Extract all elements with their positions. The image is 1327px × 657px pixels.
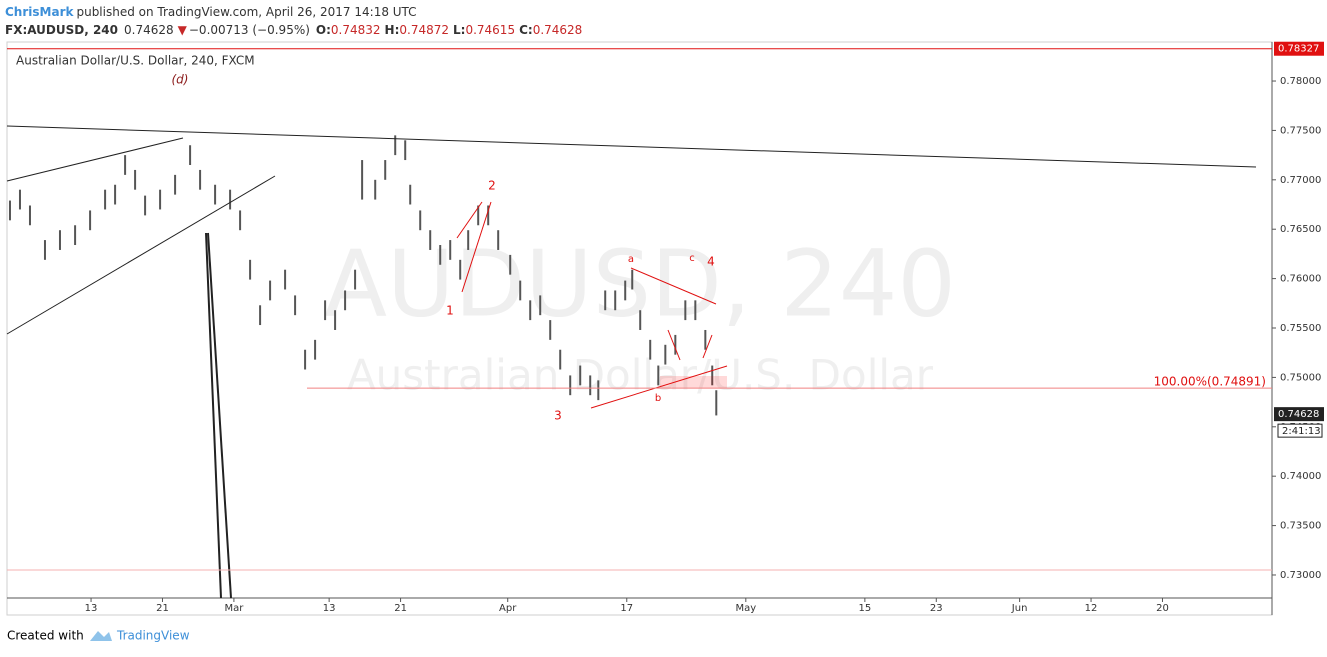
fib-zone [660, 376, 727, 388]
created-with: Created with [7, 629, 84, 643]
wave-label: 3 [554, 409, 562, 423]
countdown-box [1277, 423, 1323, 438]
x-tick-label: 23 [930, 603, 943, 614]
marks [8, 135, 718, 416]
x-tick-label: May [735, 603, 756, 614]
wave-line [461, 201, 492, 293]
watermark-name: Australian Dollar/U.S. Dollar [347, 351, 934, 400]
y-tick-label: 0.73500 [1280, 521, 1321, 532]
last-price-box [1274, 407, 1324, 422]
x-tick-label: 20 [1156, 603, 1169, 614]
logo [90, 631, 112, 641]
open-label: O: [316, 23, 331, 37]
wedge-upper [6, 137, 184, 182]
y-tick-label: 0.75500 [1280, 323, 1321, 334]
x-tick-label: Mar [224, 603, 244, 614]
publish-line: ChrisMark published on TradingView.com, A… [5, 5, 417, 19]
wedge-lower [6, 175, 276, 335]
y-tick-label: 0.74000 [1280, 471, 1321, 482]
wave-drawings [456, 201, 728, 409]
y-tick-label: 0.73000 [1280, 570, 1321, 581]
x-tick-label: 21 [156, 603, 169, 614]
high-label-box [1274, 41, 1324, 56]
symbol: FX:AUDUSD, 240 [5, 23, 118, 37]
wave-label: b [655, 393, 661, 404]
wave-label: 1 [446, 304, 454, 318]
wave-label: 4 [707, 255, 715, 269]
triangle-lower [590, 365, 728, 409]
y-tick-label: 0.76500 [1280, 224, 1321, 235]
down-arrow: ▼ [178, 23, 188, 37]
x-tick-label: Jun [1011, 603, 1028, 614]
countdown: 2:41:13 [1282, 426, 1321, 437]
author[interactable]: ChrisMark [5, 5, 74, 19]
legend-title: Australian Dollar/U.S. Dollar, 240, FXCM [16, 54, 255, 68]
wave-label: (d) [172, 73, 189, 87]
triangle-upper [630, 267, 717, 305]
wave-line [667, 329, 681, 361]
change: −0.00713 (−0.95%) [189, 23, 310, 37]
wave-line [702, 334, 713, 359]
high-label: 0.78327 [1278, 44, 1319, 55]
brand[interactable]: TradingView [116, 629, 190, 643]
wave-label: c [689, 253, 695, 264]
low: 0.74615 [465, 23, 515, 37]
x-tick-label: Apr [499, 603, 517, 614]
low-label: L: [453, 23, 465, 37]
x-tick-label: 12 [1085, 603, 1098, 614]
y-tick-label: 0.78000 [1280, 76, 1321, 87]
wave-line [456, 201, 483, 239]
fib-label: 100.00%(0.74891) [1154, 375, 1266, 389]
y-tick-label: 0.77000 [1280, 175, 1321, 186]
projection-line [205, 232, 222, 599]
published: published on TradingView.com, April 26, … [76, 5, 416, 19]
x-tick-label: 13 [323, 603, 336, 614]
high: 0.74872 [399, 23, 449, 37]
last: 0.74628 [124, 23, 174, 37]
wave-label: a [628, 254, 634, 265]
y-tick-label: 0.77500 [1280, 125, 1321, 136]
close-label: C: [519, 23, 533, 37]
last-price-label: 0.74628 [1278, 409, 1319, 420]
x-tick-label: 17 [620, 603, 633, 614]
wave-label: 2 [488, 179, 496, 193]
x-tick-label: 21 [394, 603, 407, 614]
open: 0.74832 [331, 23, 381, 37]
high-label: H: [385, 23, 400, 37]
x-tick-label: 13 [85, 603, 98, 614]
y-tick-label: 0.75000 [1280, 372, 1321, 383]
ohlc-line: FX:AUDUSD, 240 0.74628 ▼ −0.00713 (−0.95%) O… [5, 23, 582, 37]
projection-line [207, 232, 232, 599]
y-tick-label: 0.76000 [1280, 274, 1321, 285]
x-tick-label: 15 [858, 603, 871, 614]
drawings [6, 125, 1257, 599]
close: 0.74628 [533, 23, 583, 37]
trend-line [6, 125, 1257, 168]
